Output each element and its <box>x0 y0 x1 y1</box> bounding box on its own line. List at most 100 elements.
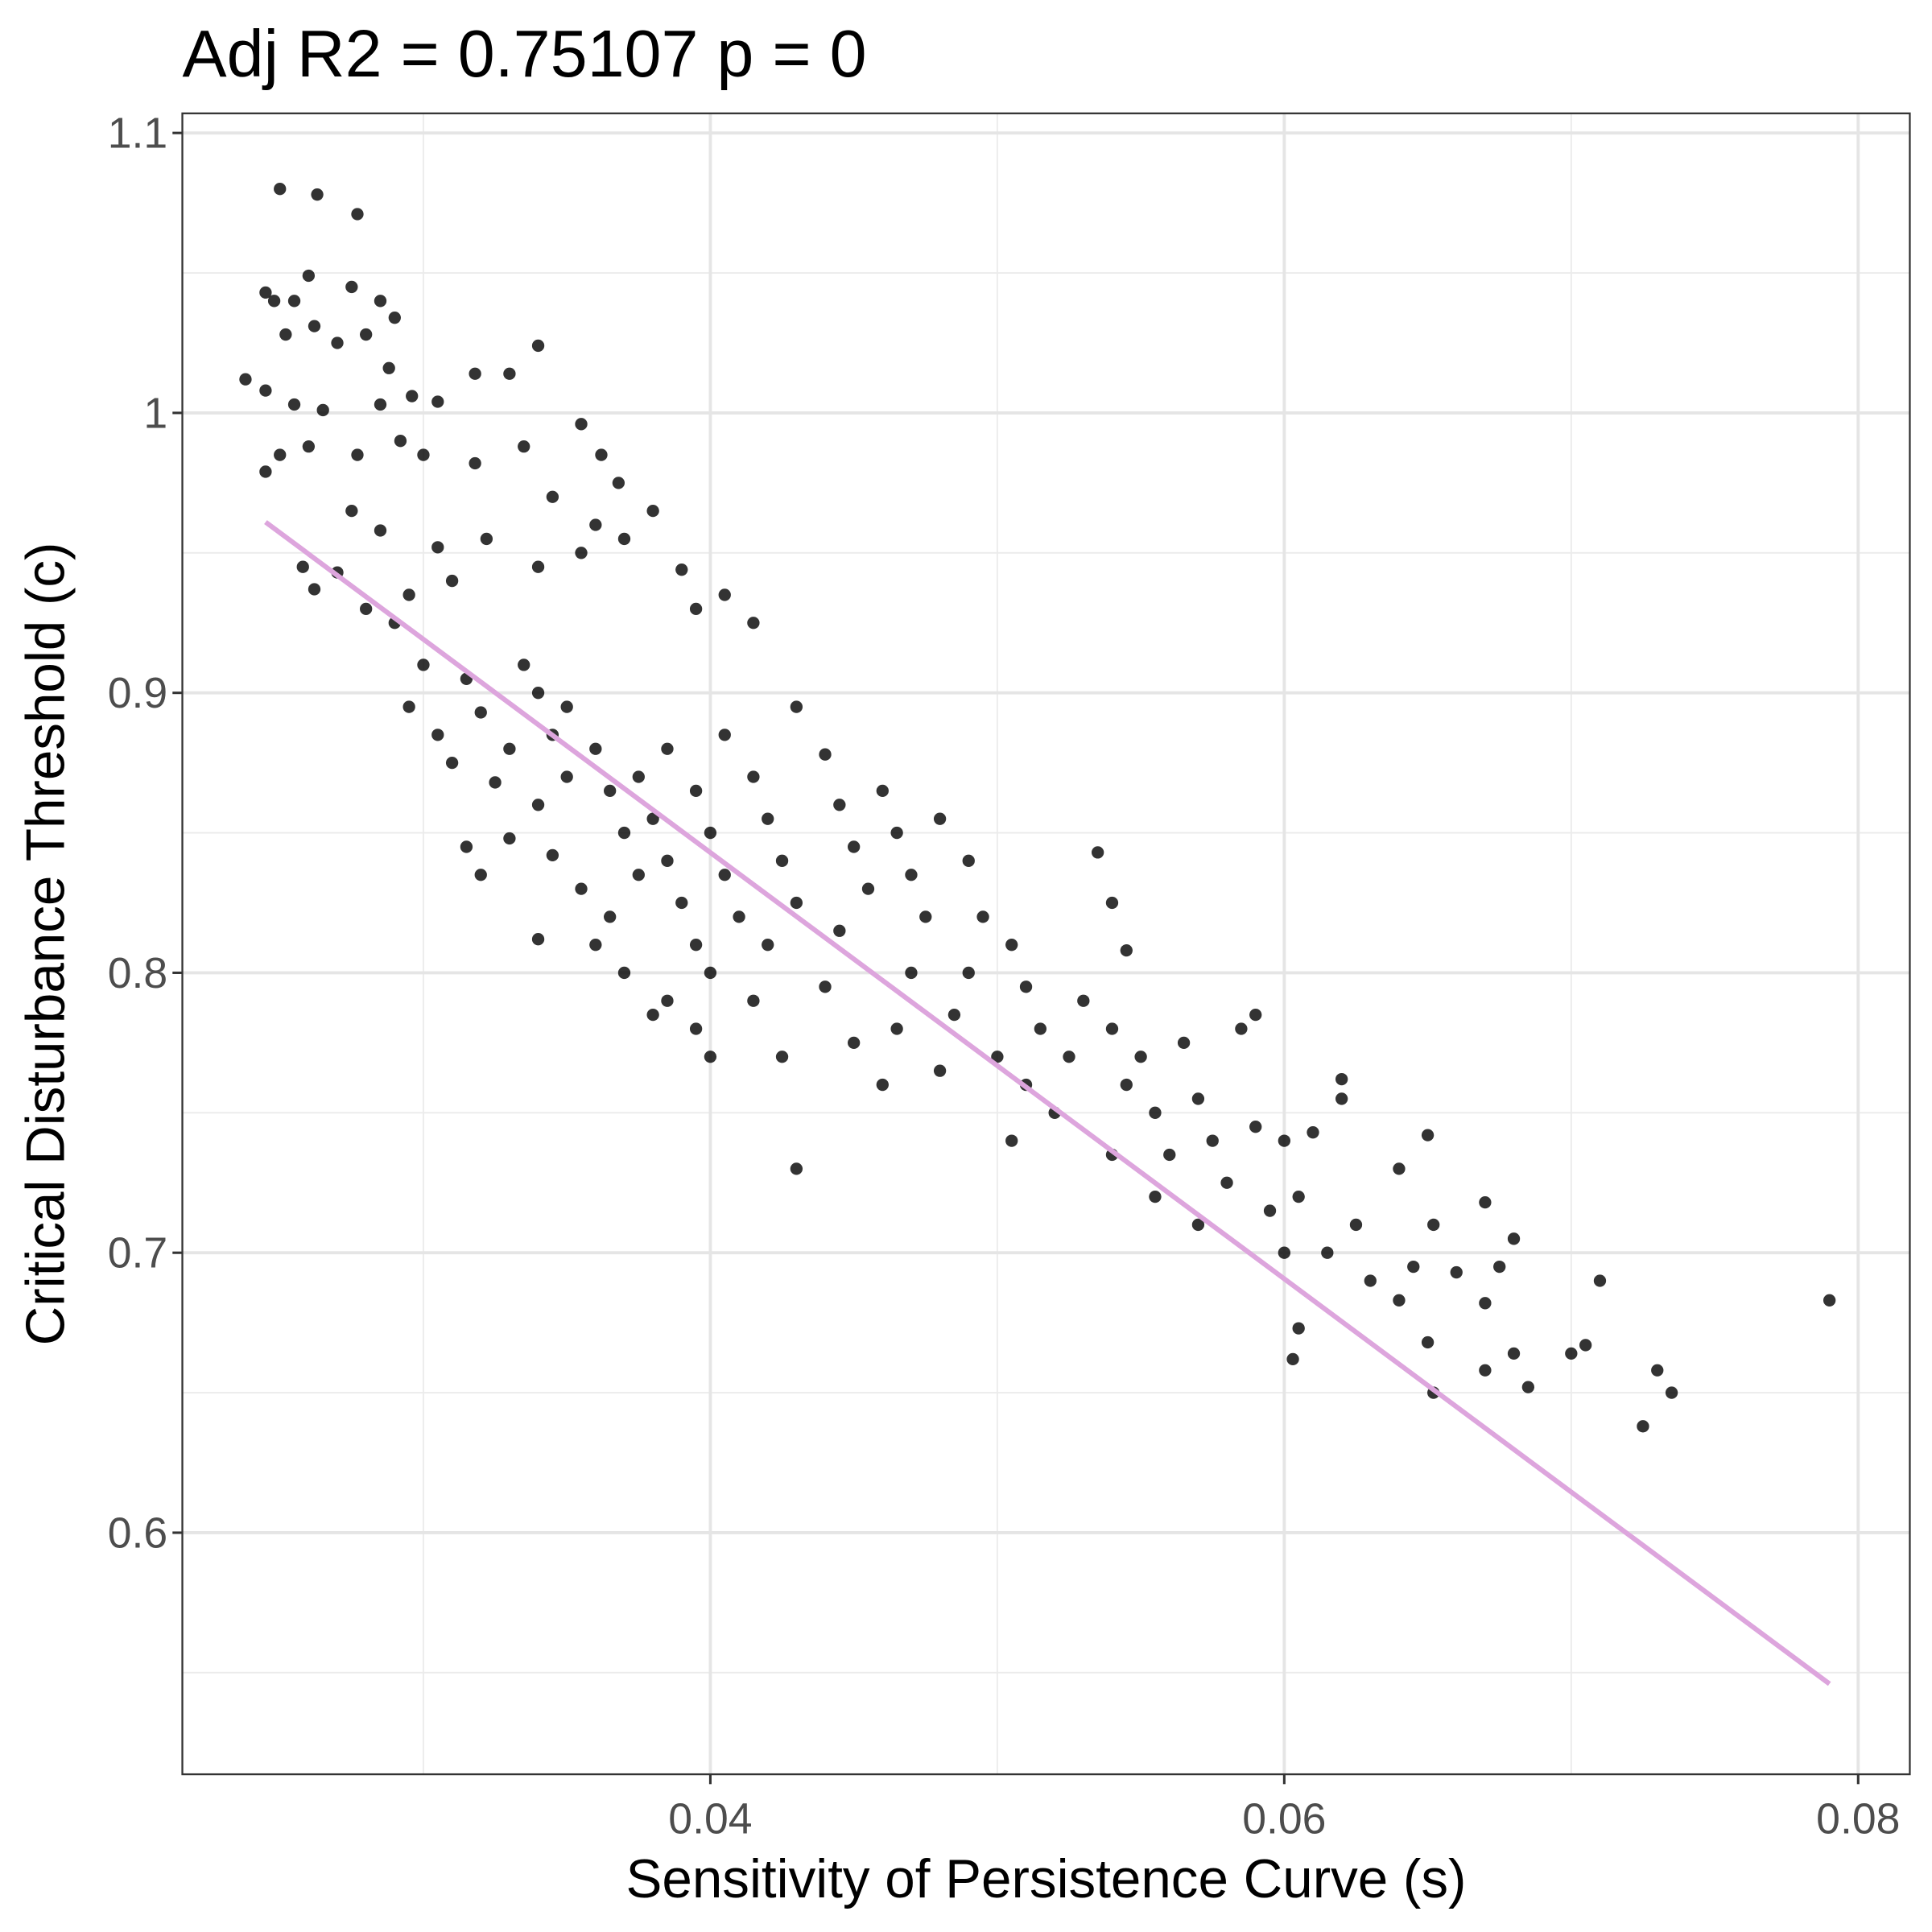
point <box>1665 1386 1678 1399</box>
y-tick-label: 0.6 <box>108 1509 167 1557</box>
point <box>402 700 415 713</box>
point <box>431 729 444 741</box>
point <box>790 700 803 713</box>
point <box>575 547 588 559</box>
point <box>311 188 324 201</box>
point <box>1092 846 1104 859</box>
point <box>374 524 387 537</box>
point <box>531 687 545 700</box>
point <box>1120 943 1133 957</box>
point <box>646 1008 659 1022</box>
point <box>1235 1022 1248 1035</box>
point <box>302 269 316 283</box>
point <box>617 532 631 546</box>
point <box>718 588 731 601</box>
point <box>331 336 344 349</box>
point <box>1278 1246 1291 1259</box>
point <box>531 560 545 573</box>
point <box>546 490 559 503</box>
point <box>1292 1190 1305 1203</box>
point <box>351 448 364 461</box>
point <box>762 812 774 825</box>
point <box>503 832 516 845</box>
point <box>345 280 358 294</box>
point <box>1507 1347 1521 1360</box>
point <box>1593 1274 1607 1287</box>
point <box>933 1064 947 1077</box>
point <box>1005 939 1018 952</box>
point <box>1134 1051 1147 1063</box>
point <box>1191 1092 1205 1105</box>
point <box>302 440 316 453</box>
point <box>518 658 530 671</box>
point <box>775 854 789 867</box>
point <box>1637 1420 1649 1433</box>
point <box>445 756 459 770</box>
point <box>604 784 617 798</box>
point <box>1521 1381 1535 1393</box>
point <box>595 448 608 461</box>
point <box>947 1008 961 1022</box>
point <box>360 602 373 616</box>
point <box>661 854 674 867</box>
point <box>374 295 387 308</box>
point <box>388 312 401 324</box>
point <box>531 339 545 353</box>
point <box>267 295 281 308</box>
point <box>1407 1260 1420 1274</box>
point <box>1292 1322 1305 1335</box>
point <box>675 896 688 910</box>
point <box>360 328 373 341</box>
point <box>1191 1218 1205 1232</box>
point <box>1063 1051 1075 1063</box>
point <box>1278 1134 1291 1147</box>
point <box>962 966 975 980</box>
y-axis-label: Critical Disturbance Threshold (c) <box>16 543 76 1346</box>
point <box>704 826 717 840</box>
fit-line <box>264 520 1831 1686</box>
point <box>689 1022 703 1035</box>
point <box>1034 1022 1047 1035</box>
point <box>382 361 395 374</box>
point <box>279 328 292 341</box>
point <box>689 784 703 798</box>
point <box>905 869 918 881</box>
point <box>431 395 444 408</box>
x-tick-label: 0.06 <box>1242 1796 1326 1843</box>
point <box>1427 1218 1440 1232</box>
point <box>259 384 272 397</box>
point <box>1479 1195 1492 1209</box>
point <box>374 398 387 411</box>
point <box>675 564 688 576</box>
point <box>1163 1148 1176 1162</box>
point <box>617 826 631 840</box>
point <box>890 826 903 840</box>
point <box>345 504 358 518</box>
point <box>1019 980 1033 993</box>
chart-title: Adj R2 = 0.75107 p = 0 <box>183 16 867 91</box>
point <box>790 896 803 910</box>
point <box>689 602 703 616</box>
point <box>833 799 846 811</box>
point <box>1579 1339 1592 1352</box>
point <box>661 994 674 1007</box>
point <box>474 706 487 719</box>
point <box>394 435 407 448</box>
point <box>406 390 419 402</box>
point <box>1565 1347 1578 1360</box>
point <box>531 933 545 946</box>
point <box>489 776 502 789</box>
point <box>1249 1008 1262 1022</box>
point <box>1479 1297 1492 1310</box>
point <box>646 812 659 825</box>
point <box>480 532 493 546</box>
point <box>962 854 975 867</box>
point <box>747 994 760 1007</box>
point <box>1335 1092 1348 1105</box>
y-tick-label: 1.1 <box>108 110 167 158</box>
point <box>589 939 602 952</box>
y-tick-label: 0.9 <box>108 670 167 717</box>
point <box>431 541 444 554</box>
